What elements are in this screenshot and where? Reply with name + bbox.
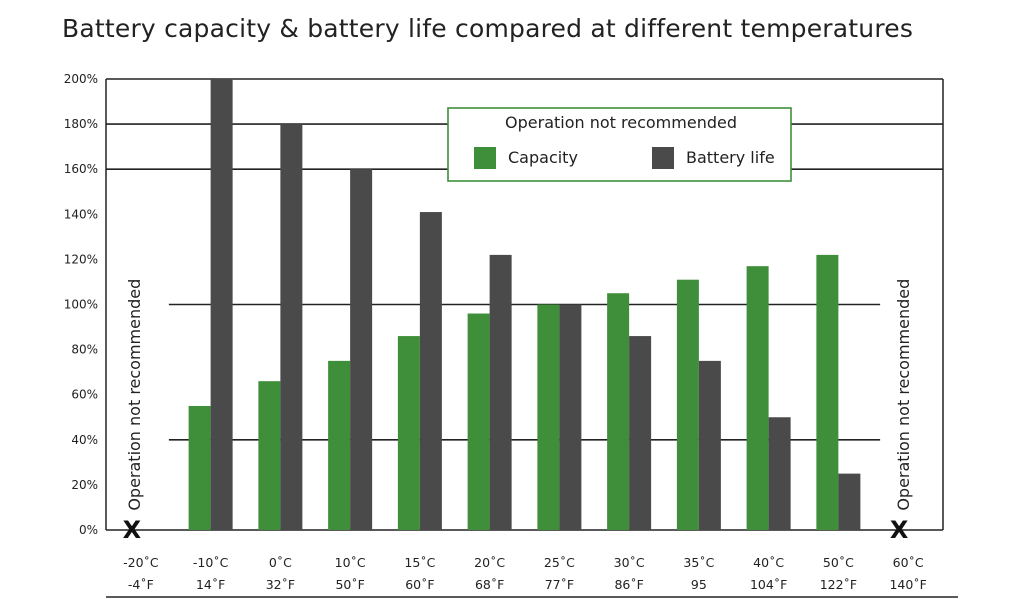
x-tick-label-celsius: 40˚C	[753, 555, 784, 570]
x-tick-label-fahrenheit: -4˚F	[128, 577, 154, 592]
x-tick-label-fahrenheit: 140˚F	[889, 577, 926, 592]
bar-capacity	[607, 293, 630, 530]
bar-capacity	[746, 266, 769, 530]
x-tick-label-celsius: 0˚C	[269, 555, 292, 570]
x-tick-label-fahrenheit: 60˚F	[405, 577, 434, 592]
bar-battery-life	[838, 473, 861, 530]
x-tick-label-fahrenheit: 104˚F	[750, 577, 787, 592]
legend-title: Operation not recommended	[505, 113, 737, 132]
y-tick-label: 160%	[64, 162, 98, 176]
y-tick-label: 180%	[64, 117, 98, 131]
x-tick-label-fahrenheit: 95	[691, 577, 707, 592]
bar-capacity	[188, 405, 211, 530]
legend-box	[447, 107, 792, 182]
x-tick-label-celsius: 30˚C	[614, 555, 645, 570]
bar-battery-life	[629, 336, 652, 530]
legend-swatch-capacity	[474, 147, 496, 169]
x-tick-label-celsius: 20˚C	[474, 555, 505, 570]
y-tick-label: 120%	[64, 252, 98, 266]
bar-capacity	[397, 336, 420, 530]
bar-capacity	[467, 313, 490, 530]
bar-battery-life	[350, 169, 373, 530]
x-tick-label-fahrenheit: 77˚F	[545, 577, 574, 592]
x-tick-label-fahrenheit: 32˚F	[266, 577, 295, 592]
chart-title: Battery capacity & battery life compared…	[62, 14, 914, 43]
bar-battery-life	[698, 360, 721, 530]
x-tick-label-celsius: 60˚C	[893, 555, 924, 570]
bar-battery-life	[419, 212, 442, 531]
bar-battery-life	[280, 124, 303, 530]
legend-label-battery-life: Battery life	[686, 148, 775, 167]
bar-battery-life	[489, 254, 512, 530]
not-recommended-x-marker: X	[890, 516, 909, 544]
x-tick-label-fahrenheit: 68˚F	[475, 577, 504, 592]
x-tick-label-celsius: 15˚C	[404, 555, 435, 570]
y-tick-label: 40%	[71, 433, 98, 447]
x-tick-label-fahrenheit: 14˚F	[196, 577, 225, 592]
x-tick-label-celsius: 25˚C	[544, 555, 575, 570]
x-tick-label-celsius: 50˚C	[823, 555, 854, 570]
bar-capacity	[328, 360, 351, 530]
y-tick-label: 200%	[64, 72, 98, 86]
y-tick-label: 140%	[64, 207, 98, 221]
not-recommended-x-marker: X	[123, 516, 142, 544]
legend-label-capacity: Capacity	[508, 148, 578, 167]
side-annotation-not-recommended: Operation not recommended	[125, 279, 144, 511]
bar-battery-life	[768, 417, 791, 530]
bar-battery-life	[559, 304, 582, 530]
bar-capacity	[816, 254, 839, 530]
bar-capacity	[258, 381, 281, 530]
x-tick-label-celsius: -10˚C	[193, 555, 229, 570]
x-tick-label-fahrenheit: 122˚F	[820, 577, 857, 592]
y-tick-label: 80%	[71, 343, 98, 357]
x-tick-label-celsius: -20˚C	[123, 555, 159, 570]
bar-battery-life	[210, 79, 233, 530]
y-tick-label: 20%	[71, 478, 98, 492]
x-tick-label-celsius: 10˚C	[335, 555, 366, 570]
y-tick-label: 60%	[71, 388, 98, 402]
x-tick-label-celsius: 35˚C	[683, 555, 714, 570]
bar-capacity	[537, 304, 560, 530]
x-tick-label-fahrenheit: 50˚F	[335, 577, 364, 592]
legend-swatch-battery-life	[652, 147, 674, 169]
y-tick-label: 0%	[79, 523, 98, 537]
side-annotation-not-recommended: Operation not recommended	[894, 279, 913, 511]
bar-capacity	[676, 279, 699, 530]
x-tick-label-fahrenheit: 86˚F	[614, 577, 643, 592]
y-tick-label: 100%	[64, 298, 98, 312]
